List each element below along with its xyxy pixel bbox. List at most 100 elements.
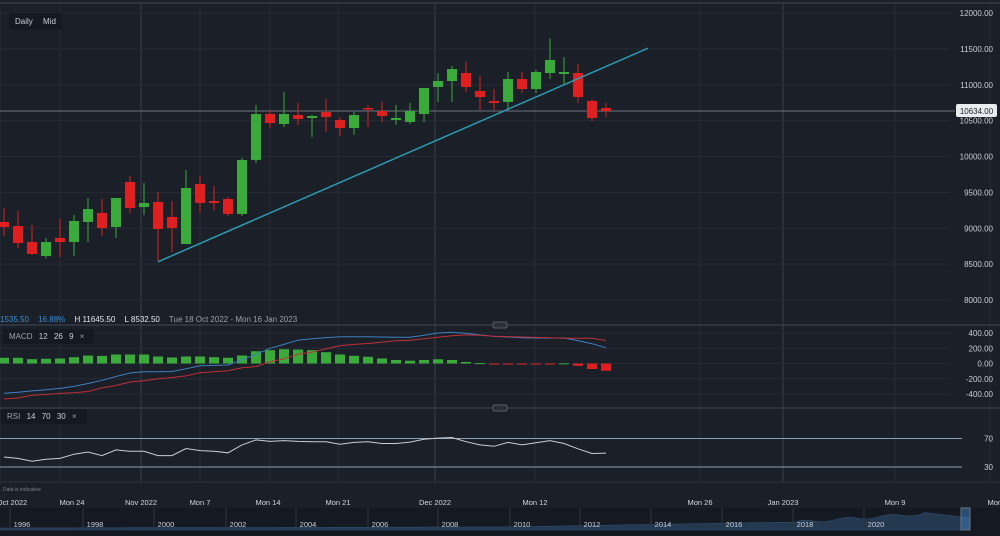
candle-down[interactable] — [265, 114, 275, 123]
high-value: H 11645.50 — [74, 315, 116, 324]
navigator-year-label: 2000 — [158, 520, 175, 529]
macd-histogram-bar — [125, 354, 135, 364]
panel-resize-handle[interactable] — [492, 321, 508, 329]
candle-down[interactable] — [167, 216, 177, 228]
macd-histogram-bar — [139, 354, 149, 364]
candle-down[interactable] — [97, 212, 107, 228]
macd-histogram-bar — [531, 363, 541, 365]
candle-up[interactable] — [419, 87, 429, 115]
macd-histogram-bar — [167, 357, 177, 364]
date-axis-label: Mon 16 — [987, 498, 1000, 507]
candle-up[interactable] — [503, 79, 513, 102]
macd-histogram-bar — [153, 356, 163, 364]
price-type-button[interactable]: Mid — [37, 13, 62, 30]
candle-up[interactable] — [251, 114, 261, 160]
date-axis-label: Mon 9 — [885, 498, 906, 507]
macd-axis-label: 400.00 — [969, 329, 994, 338]
candle-up[interactable] — [139, 202, 149, 208]
macd-histogram-bar — [601, 363, 611, 371]
macd-histogram-bar — [349, 355, 359, 364]
candle-down[interactable] — [321, 112, 331, 118]
navigator-area — [0, 512, 971, 531]
macd-histogram-bar — [489, 363, 499, 365]
rsi-period: 14 — [26, 412, 36, 421]
navigator-year-label: 2012 — [584, 520, 601, 529]
macd-histogram-bar — [475, 363, 485, 365]
interval-button[interactable]: Daily — [9, 13, 39, 30]
macd-histogram-bar — [377, 358, 387, 364]
candle-up[interactable] — [69, 221, 79, 243]
rsi-axis-label: 70 — [984, 435, 993, 444]
macd-histogram-bar — [27, 359, 37, 364]
candle-down[interactable] — [377, 111, 387, 116]
candle-down[interactable] — [335, 119, 345, 129]
candle-up[interactable] — [531, 71, 541, 89]
macd-histogram-bar — [0, 357, 9, 364]
candle-down[interactable] — [13, 226, 23, 244]
macd-axis-label: 200.00 — [969, 344, 994, 353]
navigator-year-label: 1998 — [87, 520, 104, 529]
price-axis-label: 11000.00 — [960, 81, 993, 90]
macd-histogram-bar — [293, 349, 303, 364]
macd-line — [3, 331, 607, 394]
candle-up[interactable] — [405, 111, 415, 122]
macd-axis-label: -400.00 — [966, 390, 994, 399]
trendline[interactable] — [157, 47, 649, 263]
rsi-close-icon[interactable]: × — [72, 412, 77, 421]
rsi-axis-label: 30 — [984, 463, 993, 472]
navigator-year-label: 2010 — [514, 520, 531, 529]
candle-up[interactable] — [559, 71, 569, 74]
candle-up[interactable] — [83, 209, 93, 223]
candle-down[interactable] — [489, 100, 499, 103]
candle-up[interactable] — [181, 187, 191, 245]
navigator-selection[interactable] — [960, 507, 971, 531]
panel-resize-handle[interactable] — [492, 404, 508, 412]
macd-histogram-bar — [335, 354, 345, 364]
candle-down[interactable] — [125, 181, 135, 209]
macd-axis-label: -200.00 — [966, 375, 994, 384]
macd-histogram-bar — [363, 356, 373, 364]
candle-up[interactable] — [41, 242, 51, 257]
date-axis-label: Mon 24 — [59, 498, 84, 507]
candle-down[interactable] — [55, 238, 65, 243]
candle-up[interactable] — [447, 69, 457, 82]
macd-histogram-bar — [251, 351, 261, 364]
macd-histogram-bar — [41, 358, 51, 364]
macd-axis-label: 0.00 — [977, 360, 993, 369]
rsi-line — [3, 436, 607, 462]
candle-down[interactable] — [293, 115, 303, 119]
candle-down[interactable] — [363, 107, 373, 110]
candle-up[interactable] — [349, 115, 359, 129]
candle-up[interactable] — [307, 115, 317, 118]
macd-histogram-bar — [223, 357, 233, 364]
date-axis-label: Nov 2022 — [125, 498, 157, 507]
price-axis-label: 10500.00 — [960, 117, 994, 126]
candle-down[interactable] — [153, 201, 163, 229]
candle-up[interactable] — [279, 114, 289, 124]
candle-up[interactable] — [433, 81, 443, 87]
candle-up[interactable] — [545, 59, 555, 73]
candle-down[interactable] — [461, 72, 471, 87]
candle-up[interactable] — [111, 197, 121, 228]
price-axis-label: 8500.00 — [964, 260, 993, 269]
candle-down[interactable] — [587, 100, 597, 118]
candle-down[interactable] — [195, 183, 205, 203]
macd-histogram-bar — [13, 357, 23, 364]
candle-down[interactable] — [517, 79, 527, 89]
candle-down[interactable] — [223, 198, 233, 214]
macd-close-icon[interactable]: × — [79, 332, 85, 341]
candle-down[interactable] — [573, 72, 583, 98]
candle-down[interactable] — [27, 242, 37, 255]
macd-histogram-bar — [461, 361, 471, 364]
navigator-year-label: 2004 — [300, 520, 317, 529]
candle-up[interactable] — [237, 159, 247, 214]
candle-down[interactable] — [475, 90, 485, 98]
navigator-year-label: 2018 — [797, 520, 814, 529]
candle-down[interactable] — [601, 107, 611, 112]
change-percent: 16.88% — [38, 315, 66, 324]
candle-down[interactable] — [0, 222, 9, 228]
candle-down[interactable] — [209, 200, 219, 203]
macd-fast: 12 — [38, 332, 48, 341]
candle-up[interactable] — [391, 117, 401, 120]
